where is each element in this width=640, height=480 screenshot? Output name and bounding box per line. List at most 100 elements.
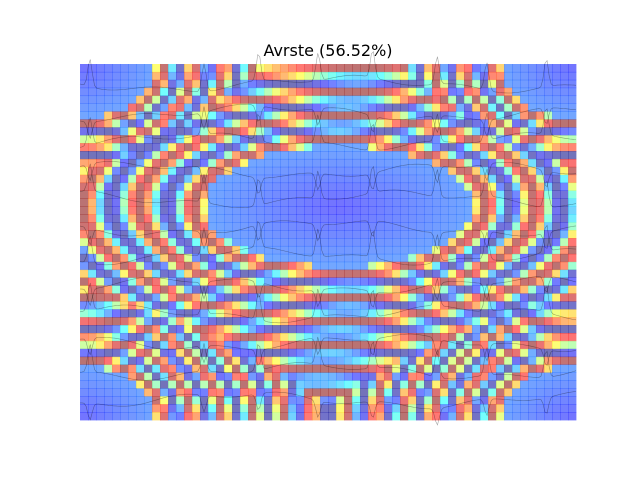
heatmap-cell: [120, 388, 129, 397]
heatmap-cell: [496, 103, 505, 112]
heatmap-cell: [312, 135, 321, 144]
heatmap-cell: [232, 95, 241, 104]
heatmap-cell: [456, 135, 465, 144]
heatmap-cell: [480, 269, 489, 278]
heatmap-cell: [256, 301, 265, 310]
heatmap-cell: [376, 245, 385, 255]
heatmap-cell: [568, 261, 577, 271]
heatmap-cell: [216, 356, 225, 366]
heatmap-cell: [376, 143, 385, 152]
heatmap-cell: [160, 285, 169, 294]
heatmap-cell: [368, 317, 377, 326]
heatmap-cell: [520, 64, 529, 73]
heatmap-cell: [536, 261, 545, 271]
heatmap-cell: [400, 206, 409, 215]
heatmap-cell: [152, 238, 161, 247]
heatmap-cell: [328, 317, 337, 326]
heatmap-cell: [568, 277, 577, 286]
heatmap-cell: [128, 356, 137, 366]
heatmap-cell: [552, 198, 561, 207]
heatmap-cell: [216, 127, 225, 136]
heatmap-cell: [176, 64, 185, 73]
heatmap-cell: [280, 111, 289, 120]
heatmap-cell: [96, 269, 105, 278]
heatmap-cell: [208, 277, 217, 286]
heatmap-cell: [488, 222, 497, 231]
heatmap-cell: [240, 388, 249, 397]
heatmap-cell: [456, 238, 465, 247]
heatmap-cell: [560, 111, 569, 120]
heatmap-cell: [360, 285, 369, 294]
heatmap-cell: [200, 95, 209, 104]
heatmap-cell: [496, 412, 505, 421]
heatmap-cell: [136, 206, 145, 215]
heatmap-cell: [320, 127, 329, 136]
heatmap-cell: [96, 404, 105, 413]
heatmap-cell: [200, 182, 209, 191]
heatmap-cell: [128, 198, 137, 207]
heatmap-cell: [128, 190, 137, 199]
heatmap-cell: [456, 348, 465, 358]
heatmap-cell: [80, 332, 89, 342]
heatmap-cell: [216, 174, 225, 184]
heatmap-cell: [480, 317, 489, 326]
heatmap-cell: [384, 111, 393, 120]
heatmap-cell: [336, 356, 345, 366]
heatmap-cell: [128, 348, 137, 358]
heatmap-cell: [448, 404, 457, 413]
heatmap-cell: [392, 79, 401, 89]
heatmap-cell: [480, 222, 489, 231]
heatmap-cell: [336, 238, 345, 247]
heatmap-cell: [352, 340, 361, 350]
heatmap-cell: [328, 285, 337, 294]
heatmap-cell: [336, 277, 345, 286]
heatmap-cell: [248, 348, 257, 358]
heatmap-cell: [128, 317, 137, 326]
heatmap-cell: [560, 71, 569, 81]
heatmap-cell: [440, 285, 449, 294]
heatmap-cell: [472, 71, 481, 81]
heatmap-cell: [368, 364, 377, 373]
heatmap-cell: [264, 182, 273, 191]
heatmap-cell: [304, 380, 313, 389]
heatmap-cell: [184, 182, 193, 191]
heatmap-cell: [424, 261, 433, 271]
heatmap-cell: [80, 158, 89, 168]
heatmap-cell: [264, 238, 273, 247]
heatmap-cell: [176, 317, 185, 326]
heatmap-cell: [384, 198, 393, 207]
heatmap-cell: [344, 301, 353, 310]
heatmap-cell: [320, 230, 329, 239]
heatmap-cell: [376, 372, 385, 381]
heatmap-cell: [280, 261, 289, 271]
heatmap-cell: [440, 404, 449, 413]
heatmap-cell: [256, 412, 265, 421]
heatmap-cell: [112, 245, 121, 255]
heatmap-cell: [376, 230, 385, 239]
heatmap-cell: [152, 222, 161, 231]
heatmap-cell: [360, 95, 369, 104]
heatmap-cell: [216, 151, 225, 160]
heatmap-cell: [232, 404, 241, 413]
heatmap-cell: [376, 293, 385, 302]
heatmap-cell: [472, 348, 481, 358]
heatmap-cell: [480, 348, 489, 358]
heatmap-cell: [488, 119, 497, 128]
heatmap-cell: [416, 269, 425, 278]
heatmap-cell: [480, 182, 489, 191]
heatmap-cell: [440, 348, 449, 358]
heatmap-cell: [296, 364, 305, 373]
heatmap-cell: [528, 364, 537, 373]
heatmap-cell: [104, 325, 113, 334]
heatmap-cell: [424, 127, 433, 136]
heatmap-cell: [224, 135, 233, 144]
heatmap-cell: [432, 206, 441, 215]
heatmap-cell: [504, 174, 513, 184]
heatmap-cell: [344, 253, 353, 263]
heatmap-cell: [248, 269, 257, 278]
heatmap-cell: [528, 348, 537, 358]
heatmap-cell: [440, 119, 449, 128]
heatmap-cell: [304, 103, 313, 112]
heatmap-cell: [448, 143, 457, 152]
heatmap-cell: [344, 245, 353, 255]
